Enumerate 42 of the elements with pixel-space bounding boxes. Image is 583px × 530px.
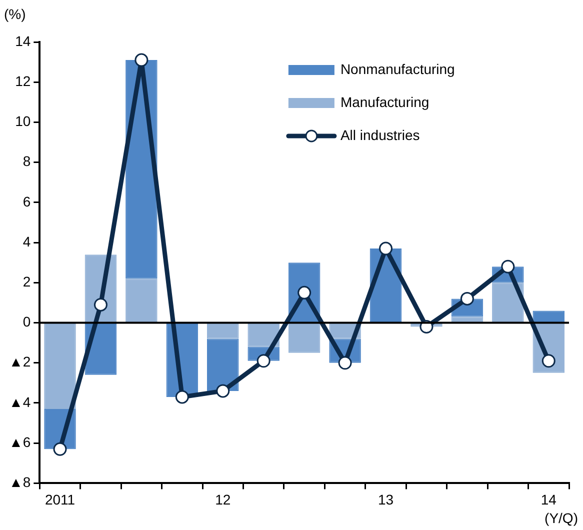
legend-label: All industries <box>340 126 420 143</box>
point <box>175 390 189 404</box>
bar <box>207 324 239 339</box>
point <box>379 242 393 256</box>
bar <box>492 282 524 322</box>
y-tick-label: ▲8 <box>8 474 31 490</box>
y-axis-title: (%) <box>4 6 26 22</box>
point <box>542 354 556 368</box>
y-tick-label: 14 <box>15 32 31 49</box>
y-tick-label: 0 <box>22 314 31 330</box>
x-tick-label: 2011 <box>44 491 76 508</box>
y-tick-label: 6 <box>22 193 31 210</box>
point <box>53 442 67 456</box>
y-tick-label: 8 <box>22 153 31 170</box>
point <box>460 292 474 306</box>
y-tick-label: ▲4 <box>8 394 31 410</box>
x-tick-label: 12 <box>215 491 231 508</box>
bar <box>532 310 565 322</box>
y-tick-label: ▲6 <box>8 434 31 450</box>
bar <box>248 324 280 347</box>
y-tick-label: 4 <box>22 233 31 250</box>
bar <box>126 278 158 322</box>
x-tick-label: 14 <box>540 491 557 508</box>
point <box>501 260 515 274</box>
x-tick-label: 13 <box>378 491 394 508</box>
bar <box>288 324 320 353</box>
point <box>338 356 352 370</box>
y-tick-label: 2 <box>22 274 31 290</box>
y-tick-label: 10 <box>15 113 31 130</box>
y-tick-label: ▲2 <box>8 354 31 370</box>
point <box>256 354 270 368</box>
y-tick-label: 12 <box>15 72 31 89</box>
point <box>134 53 148 67</box>
bar <box>207 338 239 391</box>
legend-label: Nonmanufacturing <box>340 60 455 77</box>
point <box>94 298 108 312</box>
point <box>216 384 230 398</box>
bar <box>451 316 484 322</box>
point <box>298 286 312 300</box>
bar <box>44 324 76 409</box>
legend-label: Manufacturing <box>340 94 430 110</box>
x-axis-title: (Y/Q) <box>544 510 578 526</box>
